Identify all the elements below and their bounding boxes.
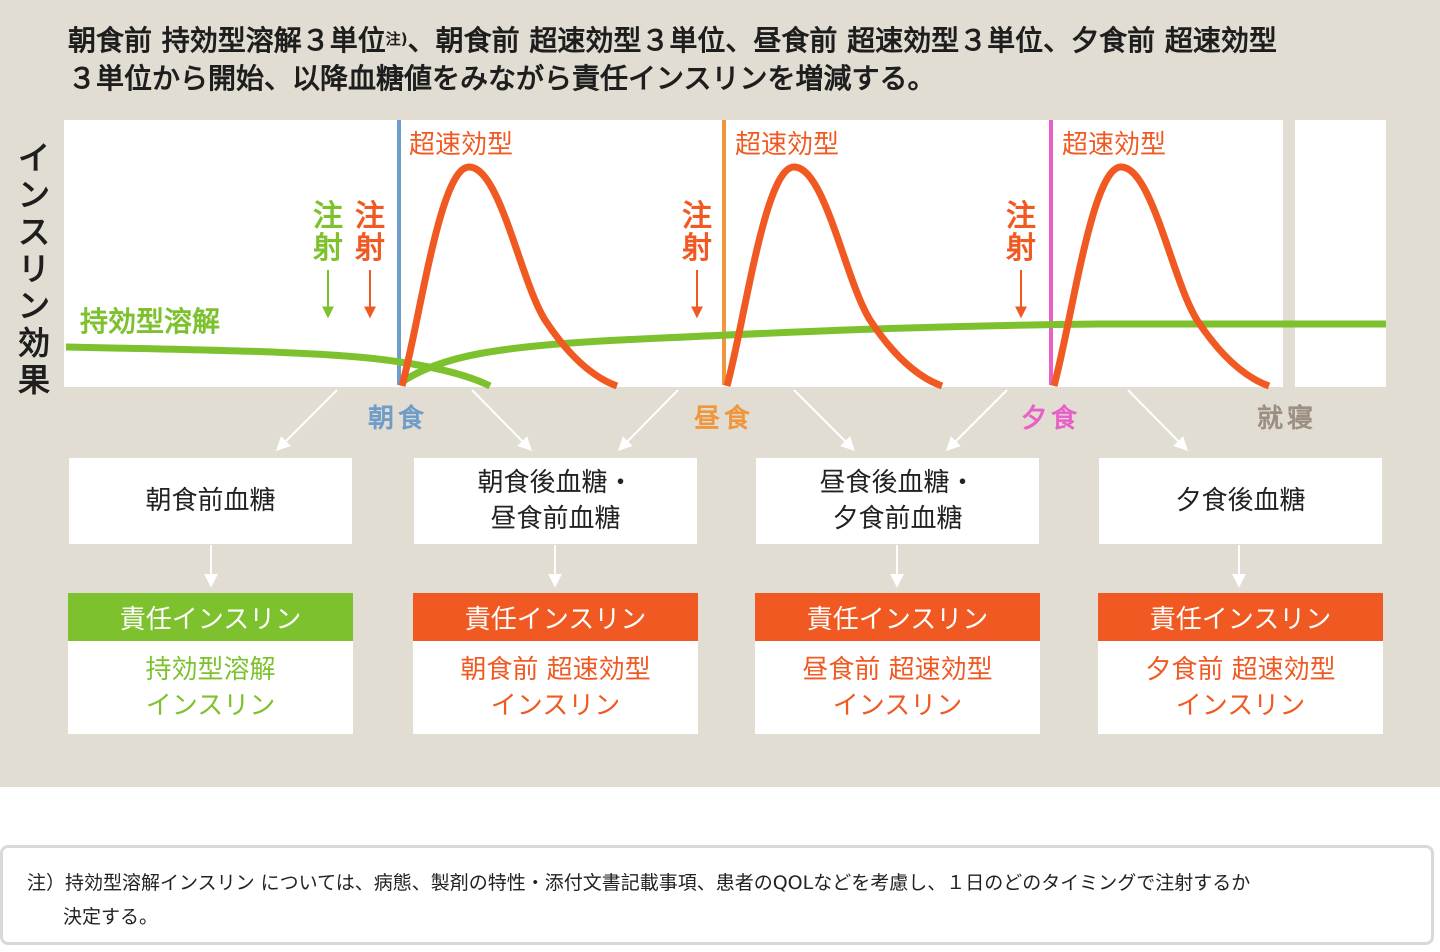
flow-arrow-3 bbox=[618, 389, 679, 451]
rapid-label-breakfast: 超速効型 bbox=[409, 130, 513, 160]
responsible-body-3-line2: インスリン bbox=[832, 690, 963, 721]
responsible-header-2: 責任インスリン bbox=[413, 593, 698, 641]
responsible-body-3-line1: 昼食前 超速効型 bbox=[802, 654, 993, 685]
injection-label-lunch: 注 bbox=[682, 199, 712, 234]
responsible-body-2-line2: インスリン bbox=[490, 690, 621, 721]
heading-line2: ３単位から開始、以降血糖値をみながら責任インスリンを増減する。 bbox=[68, 62, 936, 95]
responsible-body-2-line1: 朝食前 超速効型 bbox=[460, 654, 651, 685]
rapid-curve-breakfast bbox=[398, 163, 619, 390]
glucose-box-3-line2: 夕食前血糖 bbox=[832, 504, 963, 534]
rapid-label-lunch: 超速効型 bbox=[735, 130, 839, 160]
footnote-line2: 決定する。 bbox=[63, 906, 159, 928]
rapid-curve-dinner bbox=[1050, 163, 1271, 390]
heading: 朝食前 持効型溶解３単位注)、朝食前 超速効型３単位、昼食前 超速効型３単位、夕… bbox=[68, 22, 1408, 98]
meal-label-lunch: 昼食 bbox=[694, 404, 755, 434]
glucose-box-3: 昼食後血糖・ 夕食前血糖 bbox=[756, 458, 1039, 544]
flow-arrow-6 bbox=[1127, 389, 1188, 451]
footnote-line1: 注）持効型溶解インスリン については、病態、製剤の特性・添付文書記載事項、患者の… bbox=[27, 872, 1251, 894]
responsible-body-4: 夕食前 超速効型 インスリン bbox=[1098, 641, 1383, 734]
glucose-box-2-line2: 昼食前血糖 bbox=[490, 504, 621, 534]
rapid-label-dinner: 超速効型 bbox=[1062, 130, 1166, 160]
injection-label-dinner-2: 射 bbox=[1006, 231, 1036, 266]
long-acting-label: 持効型溶解 bbox=[80, 305, 220, 338]
responsible-body-1-line2: インスリン bbox=[145, 690, 276, 721]
flow-arrow-4 bbox=[793, 389, 855, 451]
flow-arrow-5 bbox=[946, 389, 1008, 451]
y-axis-char-2: ス bbox=[17, 213, 50, 251]
heading-part2: 、朝食前 超速効型３単位、昼食前 超速効型３単位、夕食前 超速効型 bbox=[407, 24, 1277, 57]
injection-label-long: 注 bbox=[313, 199, 343, 234]
y-axis-char-6: 果 bbox=[17, 361, 50, 399]
y-axis-char-1: ン bbox=[17, 176, 50, 214]
responsible-header-1: 責任インスリン bbox=[68, 593, 353, 641]
responsible-header-4: 責任インスリン bbox=[1098, 593, 1383, 641]
meal-label-bedtime: 就寝 bbox=[1257, 404, 1318, 434]
responsible-body-4-line1: 夕食前 超速効型 bbox=[1145, 654, 1336, 685]
y-axis-char-0: イ bbox=[17, 139, 50, 177]
insulin-chart: 持効型溶解 超速効型 超速効型 超速効型 注 射 注 射 注 射 注 射 bbox=[64, 120, 1386, 588]
y-axis-char-5: 効 bbox=[17, 324, 50, 362]
flow-arrow-1 bbox=[276, 389, 338, 451]
long-acting-new-curve bbox=[400, 320, 1386, 385]
meal-label-dinner: 夕食 bbox=[1021, 404, 1082, 434]
heading-note-mark: 注) bbox=[385, 30, 408, 48]
meal-label-breakfast: 朝食 bbox=[368, 404, 429, 434]
responsible-header-3: 責任インスリン bbox=[755, 593, 1040, 641]
responsible-body-2: 朝食前 超速効型 インスリン bbox=[413, 641, 698, 734]
injection-label-dinner: 注 bbox=[1006, 199, 1036, 234]
injection-label-breakfast-2: 射 bbox=[355, 231, 385, 266]
glucose-box-1: 朝食前血糖 bbox=[69, 458, 352, 544]
injection-label-long-2: 射 bbox=[313, 231, 343, 266]
bedtime-bar bbox=[1283, 120, 1295, 387]
rapid-curve-lunch bbox=[723, 163, 944, 390]
footnote-box: 注）持効型溶解インスリン については、病態、製剤の特性・添付文書記載事項、患者の… bbox=[0, 845, 1434, 945]
glucose-box-3-line1: 昼食後血糖・ bbox=[819, 468, 976, 498]
responsible-body-1: 持効型溶解 インスリン bbox=[68, 641, 353, 734]
y-axis-label: インスリン効果 bbox=[14, 140, 54, 399]
footnote-text: 注）持効型溶解インスリン については、病態、製剤の特性・添付文書記載事項、患者の… bbox=[27, 866, 1417, 934]
responsible-body-4-line2: インスリン bbox=[1175, 690, 1306, 721]
responsible-body-3: 昼食前 超速効型 インスリン bbox=[755, 641, 1040, 734]
heading-part1: 朝食前 持効型溶解３単位 bbox=[68, 24, 386, 57]
glucose-box-2: 朝食後血糖・ 昼食前血糖 bbox=[414, 458, 697, 544]
injection-label-breakfast: 注 bbox=[355, 199, 385, 234]
long-acting-old-curve bbox=[65, 343, 492, 390]
y-axis-char-3: リ bbox=[17, 250, 50, 288]
y-axis-char-4: ン bbox=[17, 287, 50, 325]
glucose-box-4: 夕食後血糖 bbox=[1099, 458, 1382, 544]
responsible-body-1-line1: 持効型溶解 bbox=[145, 654, 276, 685]
glucose-box-2-line1: 朝食後血糖・ bbox=[477, 468, 634, 498]
glucose-box-1-line1: 朝食前血糖 bbox=[145, 486, 276, 516]
injection-label-lunch-2: 射 bbox=[682, 231, 712, 266]
flow-arrow-2 bbox=[471, 389, 532, 451]
glucose-box-4-line1: 夕食後血糖 bbox=[1175, 486, 1306, 516]
